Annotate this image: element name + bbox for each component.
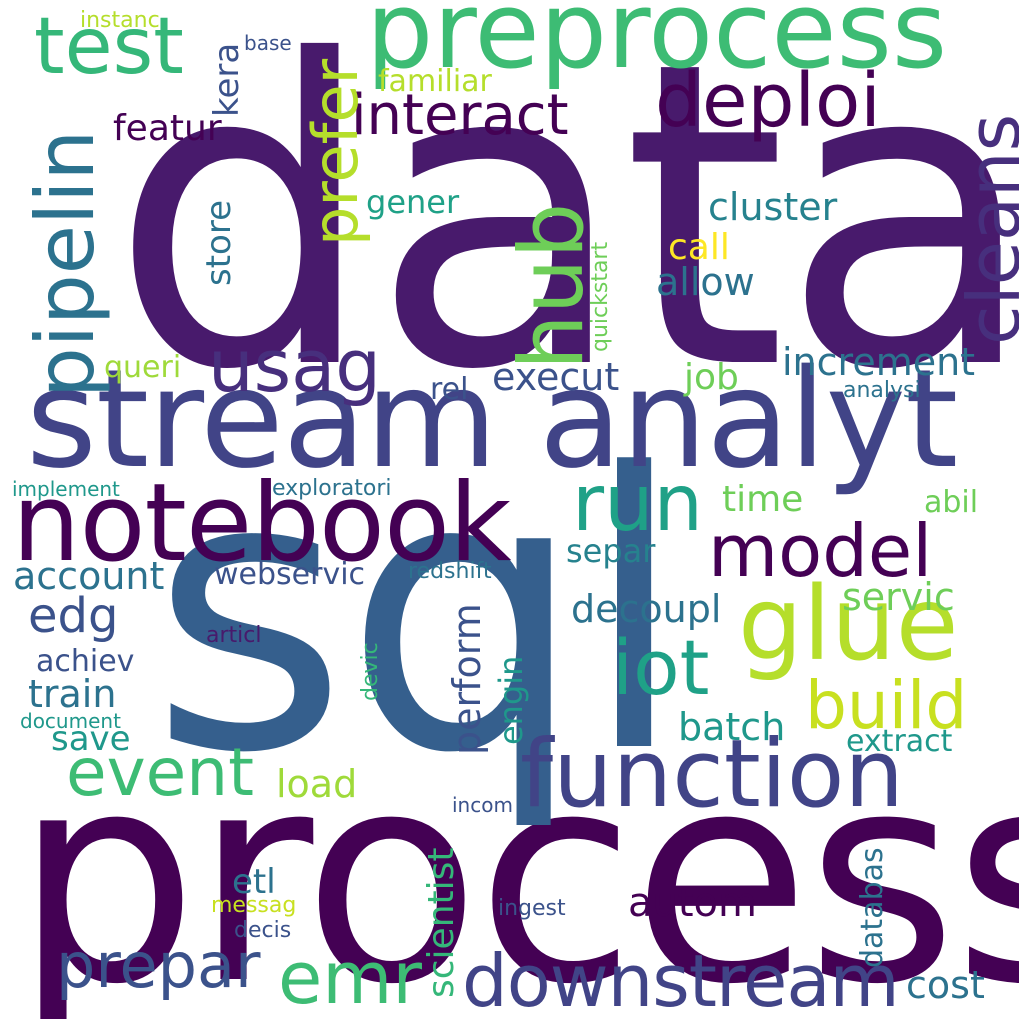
word-iot: iot: [612, 623, 710, 712]
word-base: base: [244, 31, 292, 55]
word-autom: autom: [628, 880, 757, 926]
word-rel: rel: [430, 372, 469, 407]
word-analysi: analysi: [843, 378, 921, 403]
word-document: document: [20, 709, 121, 733]
word-test: test: [34, 2, 184, 92]
word-run: run: [572, 459, 703, 549]
word-queri: queri: [104, 350, 182, 385]
word-prepar: prepar: [56, 929, 261, 1002]
word-data: data: [110, 0, 1019, 462]
word-build: build: [805, 667, 968, 744]
word-train: train: [28, 672, 117, 716]
word-deploi: deploi: [655, 58, 881, 144]
word-webservic: webservic: [214, 557, 366, 592]
word-separ: separ: [566, 532, 656, 570]
word-servic: servic: [842, 575, 955, 619]
word-messag: messag: [211, 893, 297, 918]
word-event: event: [66, 734, 254, 811]
word-process: process: [14, 711, 1019, 1019]
word-edg: edg: [28, 588, 119, 644]
word-extract: extract: [846, 724, 953, 759]
word-call: call: [668, 227, 730, 268]
word-load: load: [276, 762, 358, 806]
word-pipelin: pipelin: [19, 129, 112, 398]
word-function: function: [520, 720, 904, 829]
word-perform: perform: [445, 603, 489, 755]
word-notebook: notebook: [12, 461, 512, 586]
word-save: save: [51, 719, 131, 759]
word-incom: incom: [452, 793, 513, 817]
word-model: model: [708, 509, 933, 593]
word-kera: kera: [207, 42, 247, 117]
word-ingest: ingest: [498, 896, 566, 921]
word-exploratori: exploratori: [272, 476, 392, 501]
word-store: store: [199, 200, 239, 286]
word-hub: hub: [500, 202, 603, 370]
word-stream-analyt: stream analyt: [26, 341, 958, 499]
word-devic: devic: [358, 642, 383, 701]
word-articl: articl: [206, 623, 262, 648]
word-downstream: downstream: [462, 939, 900, 1019]
word-decis: decis: [234, 918, 292, 943]
word-preprocess: preprocess: [366, 0, 948, 92]
word-featur: featur: [113, 108, 222, 149]
word-execut: execut: [492, 355, 620, 399]
word-cleans: cleans: [952, 113, 1019, 345]
word-engin: engin: [492, 655, 530, 745]
word-cost: cost: [906, 963, 985, 1007]
word-quickstart: quickstart: [588, 241, 613, 352]
word-allow: allow: [656, 260, 755, 304]
word-increment: increment: [782, 340, 976, 384]
word-prefer: prefer: [299, 58, 372, 246]
word-achiev: achiev: [36, 644, 135, 679]
word-usag: usag: [208, 324, 381, 408]
word-gener: gener: [366, 183, 460, 221]
word-batch: batch: [678, 705, 786, 749]
word-time: time: [722, 479, 804, 520]
word-etl: etl: [232, 862, 276, 902]
word-sql: sql: [150, 393, 687, 836]
word-instanc: instanc: [80, 8, 160, 33]
word-emr: emr: [278, 936, 423, 1019]
word-cluster: cluster: [708, 185, 838, 229]
word-implement: implement: [12, 477, 120, 501]
word-familiar: familiar: [378, 64, 492, 99]
word-redshift: redshift: [408, 559, 492, 584]
word-databas: databas: [855, 847, 890, 968]
word-abil: abil: [924, 485, 979, 520]
word-glue: glue: [738, 565, 959, 684]
word-scientist: scientist: [421, 847, 462, 998]
word-account: account: [13, 554, 165, 598]
word-job: job: [684, 357, 739, 398]
word-decoupl: decoupl: [571, 587, 722, 631]
word-interact: interact: [351, 83, 569, 148]
